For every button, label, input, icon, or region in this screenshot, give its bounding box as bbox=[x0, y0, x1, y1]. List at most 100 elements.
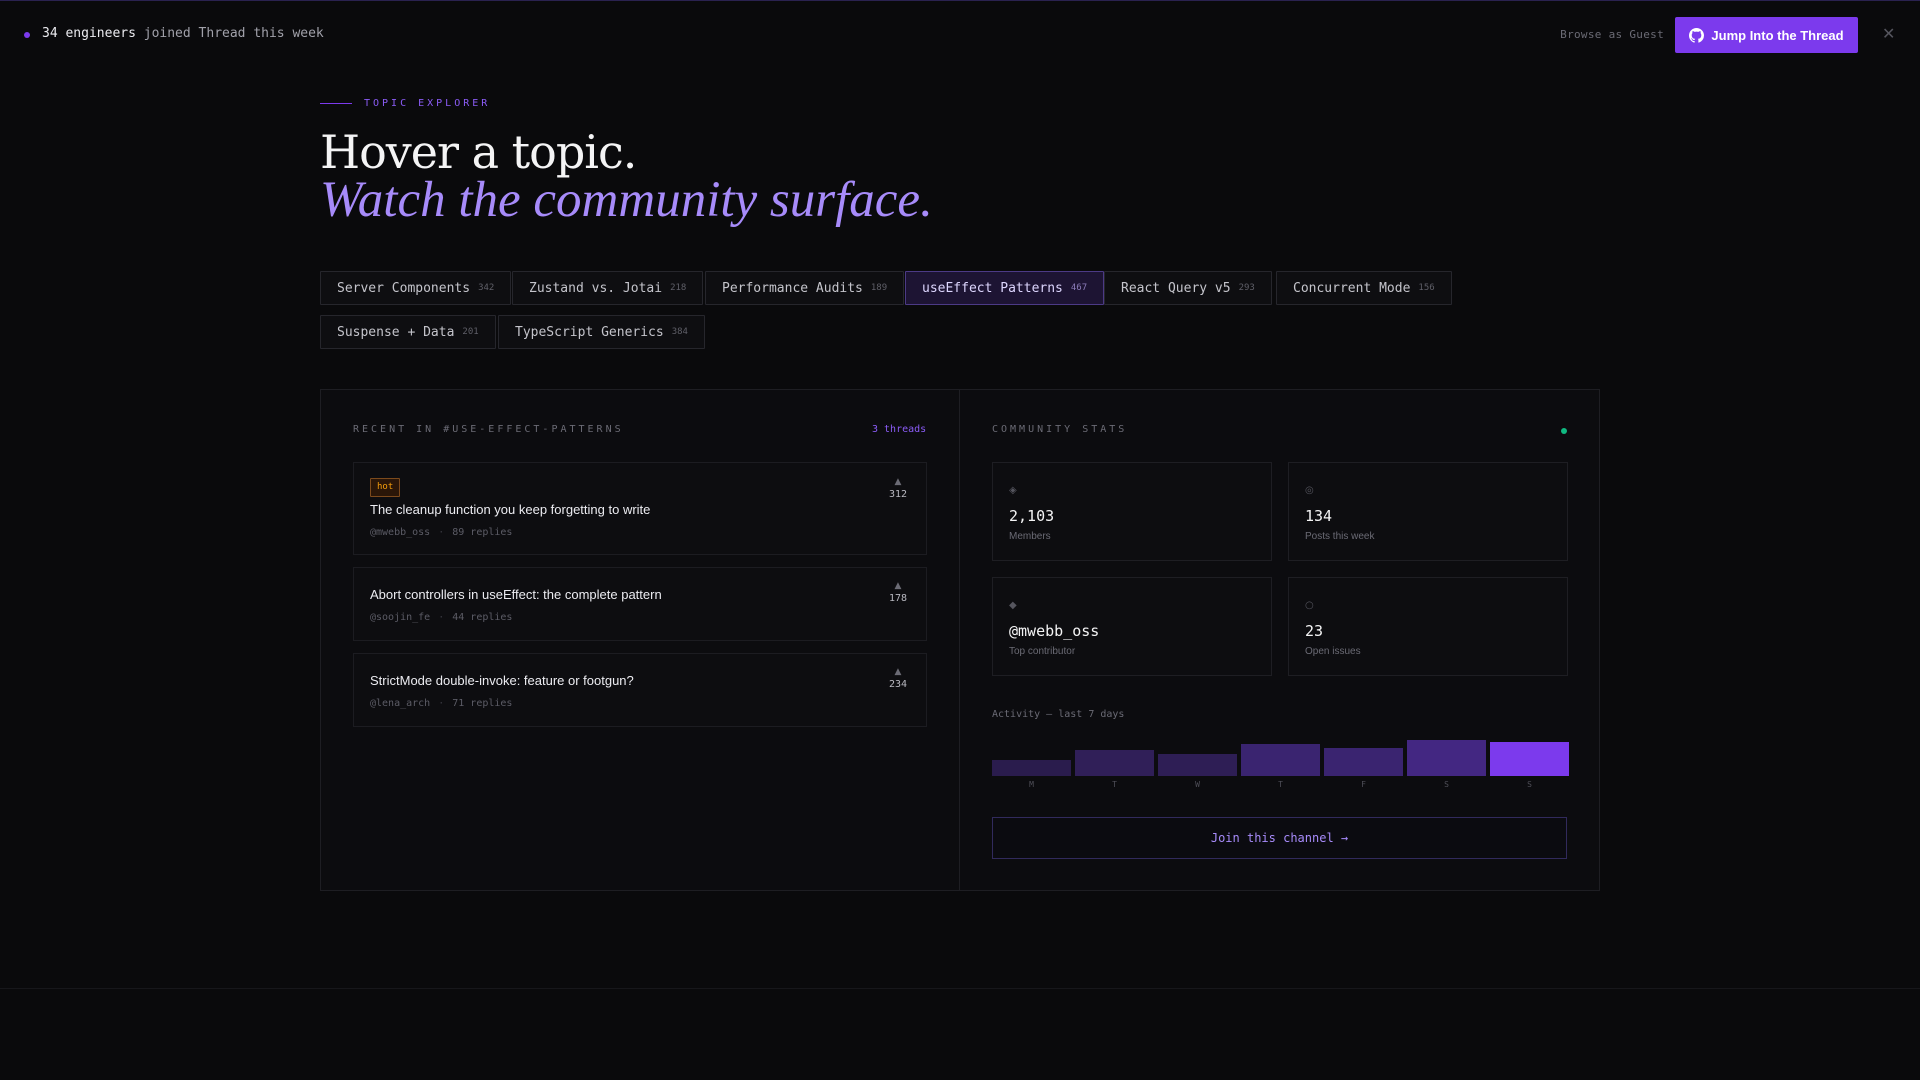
topic-chip[interactable]: Concurrent Mode 156 bbox=[1276, 271, 1452, 305]
thread-card[interactable]: hot The cleanup function you keep forget… bbox=[353, 462, 927, 555]
thread-meta: @lena_arch · 71 replies bbox=[370, 698, 513, 709]
topic-chip-count: 156 bbox=[1418, 283, 1435, 293]
activity-day-label: T bbox=[1112, 780, 1117, 789]
top-border bbox=[0, 0, 1920, 1]
activity-label: Activity — last 7 days bbox=[992, 709, 1125, 720]
topic-chip-count: 467 bbox=[1070, 283, 1088, 293]
thread-author: @mwebb_oss bbox=[370, 527, 431, 538]
close-icon[interactable]: ✕ bbox=[1882, 24, 1896, 43]
stat-card-members: ◈ 2,103 Members bbox=[992, 462, 1272, 561]
topic-chip-count: 384 bbox=[671, 327, 688, 337]
members-icon: ◈ bbox=[1009, 485, 1017, 496]
jump-into-thread-button[interactable]: Jump Into the Thread bbox=[1675, 17, 1858, 53]
footer-divider bbox=[0, 988, 1920, 989]
topic-chip[interactable]: Suspense + Data 201 bbox=[320, 315, 496, 349]
topic-chip-label: React Query v5 bbox=[1121, 280, 1231, 296]
stat-label: Open issues bbox=[1305, 646, 1361, 657]
issues-icon: ○ bbox=[1305, 600, 1314, 611]
thread-card[interactable]: StrictMode double-invoke: feature or foo… bbox=[353, 653, 927, 727]
join-channel-button[interactable]: Join this channel → bbox=[992, 817, 1567, 859]
topic-chip-label: TypeScript Generics bbox=[515, 324, 664, 340]
topic-chip[interactable]: useEffect Patterns 467 bbox=[905, 271, 1105, 305]
activity-bar bbox=[1490, 742, 1569, 776]
thread-replies: 89 replies bbox=[452, 527, 513, 538]
hot-badge: hot bbox=[370, 478, 401, 497]
topic-chip[interactable]: Zustand vs. Jotai 218 bbox=[512, 271, 704, 305]
thread-replies: 44 replies bbox=[452, 612, 513, 623]
eyebrow-rule bbox=[320, 103, 352, 104]
topic-chip[interactable]: TypeScript Generics 384 bbox=[498, 315, 705, 349]
thread-card[interactable]: Abort controllers in useEffect: the comp… bbox=[353, 567, 927, 641]
stat-label: Members bbox=[1009, 531, 1051, 542]
upvote-icon: ▲ bbox=[894, 581, 902, 591]
topic-chip[interactable]: Server Components 342 bbox=[320, 271, 512, 305]
upvote[interactable]: ▲ 234 bbox=[886, 667, 910, 690]
stat-label: Posts this week bbox=[1305, 531, 1375, 542]
panel-divider bbox=[959, 390, 960, 890]
topic-chip[interactable]: React Query v5 293 bbox=[1104, 271, 1272, 305]
upvote-icon: ▲ bbox=[894, 667, 902, 677]
topic-chip-count: 293 bbox=[1238, 283, 1255, 293]
activity-day-label: S bbox=[1527, 780, 1532, 789]
eyebrow-label: TOPIC EXPLORER bbox=[364, 98, 491, 109]
topic-chip-count: 342 bbox=[478, 283, 495, 293]
thread-title: StrictMode double-invoke: feature or foo… bbox=[370, 673, 634, 688]
activity-day-label: F bbox=[1361, 780, 1366, 789]
topic-chip-count: 189 bbox=[870, 283, 888, 293]
activity-bar-chart bbox=[992, 726, 1569, 776]
thread-meta: @mwebb_oss · 89 replies bbox=[370, 527, 513, 538]
activity-bar bbox=[1407, 740, 1486, 776]
activity-day-label: M bbox=[1029, 780, 1034, 789]
upvote-icon: ▲ bbox=[894, 477, 902, 487]
online-status-icon bbox=[1561, 428, 1567, 434]
upvote[interactable]: ▲ 312 bbox=[886, 477, 910, 500]
thread-title: The cleanup function you keep forgetting… bbox=[370, 502, 651, 517]
activity-bar bbox=[1324, 748, 1403, 776]
topic-chip-count: 201 bbox=[462, 327, 479, 337]
activity-day-label: S bbox=[1444, 780, 1449, 789]
topic-chip-label: Server Components bbox=[337, 280, 471, 296]
browse-as-guest-link[interactable]: Browse as Guest bbox=[1560, 28, 1664, 41]
upvote[interactable]: ▲ 178 bbox=[886, 581, 910, 604]
topic-chip-count: 218 bbox=[670, 283, 687, 293]
eyebrow: TOPIC EXPLORER bbox=[320, 98, 490, 109]
topic-chip-label: Suspense + Data bbox=[337, 324, 455, 340]
vote-count: 234 bbox=[888, 679, 908, 690]
topic-chip-label: Performance Audits bbox=[722, 280, 863, 296]
thread-author: @lena_arch bbox=[370, 698, 431, 709]
activity-day-label: T bbox=[1278, 780, 1283, 789]
thread-meta: @soojin_fe · 44 replies bbox=[370, 612, 513, 623]
page-subtitle: Watch the community surface. bbox=[320, 172, 933, 228]
topic-chip-label: Zustand vs. Jotai bbox=[529, 280, 663, 296]
page-title: Hover a topic. bbox=[320, 125, 637, 179]
topic-chip-label: Concurrent Mode bbox=[1293, 280, 1411, 296]
topic-chip-label: useEffect Patterns bbox=[922, 280, 1063, 296]
community-stats-label: COMMUNITY STATS bbox=[992, 424, 1128, 435]
stat-value: 2,103 bbox=[1009, 507, 1055, 525]
topic-chip[interactable]: Performance Audits 189 bbox=[705, 271, 905, 305]
stat-card-posts: ◎ 134 Posts this week bbox=[1288, 462, 1568, 561]
stat-value: 134 bbox=[1305, 507, 1333, 525]
banner-rest: joined Thread this week bbox=[135, 26, 324, 41]
stat-label: Top contributor bbox=[1009, 646, 1076, 657]
thread-title: Abort controllers in useEffect: the comp… bbox=[370, 587, 662, 602]
thread-replies: 71 replies bbox=[452, 698, 513, 709]
cta-label: Jump Into the Thread bbox=[1711, 27, 1844, 43]
activity-bar bbox=[1158, 754, 1237, 776]
threads-count[interactable]: 3 threads bbox=[872, 424, 927, 435]
banner-message: 34 engineers joined Thread this week bbox=[42, 26, 324, 41]
activity-bar bbox=[1241, 744, 1320, 776]
posts-icon: ◎ bbox=[1305, 485, 1314, 496]
banner-dot-icon bbox=[24, 32, 30, 38]
activity-day-label: W bbox=[1195, 780, 1200, 789]
recent-section-label: RECENT IN #USE-EFFECT-PATTERNS bbox=[353, 424, 624, 435]
thread-author: @soojin_fe bbox=[370, 612, 431, 623]
contributor-icon: ◆ bbox=[1009, 600, 1017, 611]
activity-bar bbox=[992, 760, 1071, 776]
stat-card-open-issues: ○ 23 Open issues bbox=[1288, 577, 1568, 676]
stat-value: 23 bbox=[1305, 622, 1324, 640]
github-icon bbox=[1689, 27, 1705, 43]
vote-count: 178 bbox=[888, 593, 908, 604]
announcement-banner: 34 engineers joined Thread this week Bro… bbox=[0, 0, 1920, 70]
activity-bar bbox=[1075, 750, 1154, 776]
